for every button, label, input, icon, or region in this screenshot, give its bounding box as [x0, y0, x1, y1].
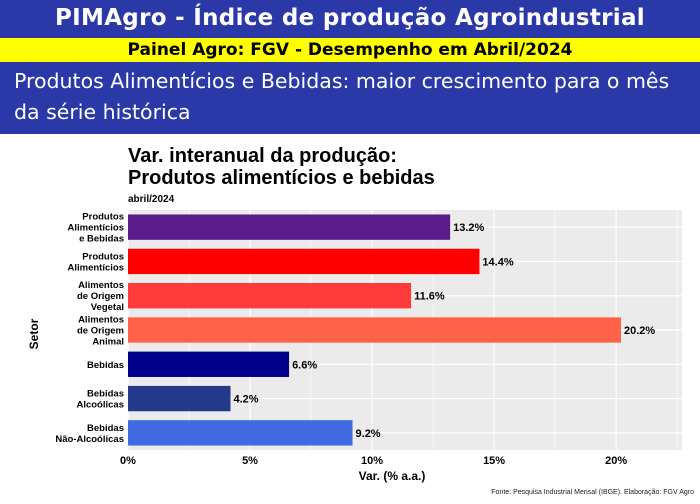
- x-axis-label: Var. (% a.a.): [359, 469, 426, 483]
- bar-value-label: 4.2%: [234, 394, 259, 406]
- y-axis-label: Setor: [27, 318, 41, 349]
- bar-value-label: 9.2%: [356, 428, 381, 440]
- bar: [128, 283, 412, 309]
- value-labels: 13.2% 14.4% 11.6% 20.2% 6.6% 4.2% 9.2%: [234, 222, 656, 440]
- category-label: Bebidas: [87, 360, 124, 371]
- x-tick-labels: 0% 5% 10% 15% 20%: [120, 455, 627, 467]
- chart-title-line-2: Produtos alimentícios e bebidas: [128, 167, 435, 189]
- category-label: Alimentos de Origem Vegetal: [77, 280, 124, 313]
- category-labels: Produtos Alimentícios e Bebidas Produtos Ali…: [55, 212, 124, 445]
- chart-title-line-1: Var. interanual da produção:: [128, 145, 397, 167]
- bar-value-label: 6.6%: [292, 359, 317, 371]
- bar-value-label: 20.2%: [624, 325, 655, 337]
- category-label: Bebidas Alcoólicas: [76, 389, 124, 411]
- category-label: Alimentos de Origem Animal: [77, 315, 124, 348]
- bar: [128, 317, 621, 343]
- bar: [128, 214, 451, 240]
- category-label: Bebidas Não-Alcoólicas: [55, 423, 124, 445]
- bar-chart: 13.2% 14.4% 11.6% 20.2% 6.6% 4.2% 9.2% Produto…: [27, 145, 694, 496]
- x-tick-label: 10%: [361, 455, 383, 467]
- page-title: PIMAgro - Índice de produção Agroindustr…: [0, 0, 700, 38]
- x-tick-label: 0%: [120, 455, 136, 467]
- x-tick-label: 5%: [242, 455, 258, 467]
- bar: [128, 248, 480, 275]
- category-label: Produtos Alimentícios e Bebidas: [68, 212, 125, 245]
- bar-value-label: 14.4%: [482, 256, 513, 268]
- chart-area: 13.2% 14.4% 11.6% 20.2% 6.6% 4.2% 9.2% Produto…: [0, 134, 700, 500]
- category-label: Produtos Alimentícios: [68, 251, 125, 273]
- chart-subtitle: abril/2024: [128, 194, 175, 205]
- bars: [128, 214, 621, 446]
- bar: [128, 385, 231, 412]
- bar-value-label: 11.6%: [414, 291, 445, 303]
- x-tick-label: 15%: [483, 455, 505, 467]
- bar: [128, 420, 353, 446]
- headline: Produtos Alimentícios e Bebidas: maior c…: [0, 62, 700, 134]
- x-tick-label: 20%: [605, 455, 627, 467]
- bar-value-label: 13.2%: [453, 222, 484, 234]
- bar: [128, 351, 290, 377]
- chart-caption: Fonte: Pesquisa Industrial Mensal (IBGE)…: [491, 489, 694, 496]
- subtitle-banner: Painel Agro: FGV - Desempenho em Abril/2…: [0, 38, 700, 62]
